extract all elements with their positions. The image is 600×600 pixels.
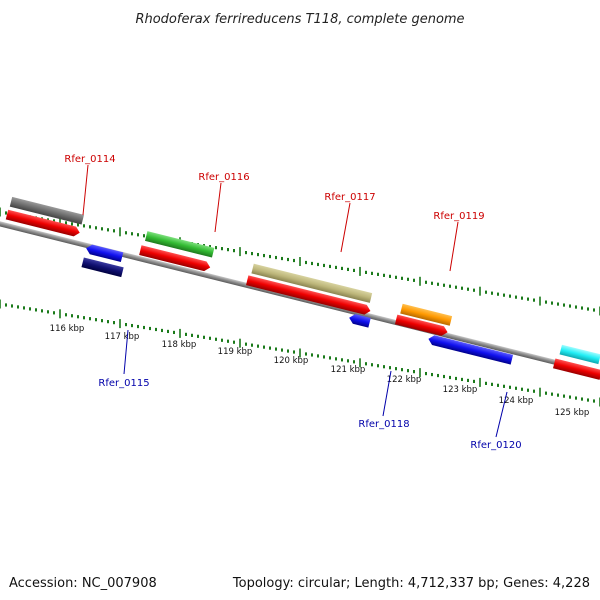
gene-cds-forward[interactable] — [553, 358, 600, 380]
gene-feature-green[interactable] — [145, 231, 215, 258]
kbp-label: 119 kbp — [218, 347, 253, 357]
gene-leader-line — [495, 391, 508, 438]
gene-feature-gray[interactable] — [9, 196, 84, 225]
gene-cds-reverse[interactable] — [348, 313, 371, 328]
tick-rings — [0, 207, 600, 407]
gene-label[interactable]: Rfer_0116 — [198, 172, 249, 183]
genome-backbone — [0, 211, 600, 391]
kbp-label: 120 kbp — [274, 356, 309, 366]
gene-feature-navy[interactable] — [81, 257, 124, 278]
gene-leader-line — [382, 370, 392, 417]
gene-leader-line — [82, 164, 89, 216]
gene-cds-forward[interactable] — [246, 275, 372, 315]
gene-leader-line — [449, 221, 459, 272]
gene-cds-forward[interactable] — [139, 245, 211, 272]
kbp-label: 122 kbp — [387, 375, 422, 385]
kbp-label: 117 kbp — [105, 332, 140, 342]
accession-text: Accession: NC_007908 — [9, 576, 157, 591]
gene-leader-line — [340, 202, 351, 253]
kbp-label: 123 kbp — [443, 385, 478, 395]
gene-feature-khaki[interactable] — [251, 263, 373, 303]
gene-label[interactable]: Rfer_0117 — [324, 192, 375, 203]
gene-cds-forward[interactable] — [5, 209, 81, 238]
kbp-label: 116 kbp — [50, 324, 85, 334]
map-title: Rhodoferax ferrireducens T118, complete … — [135, 12, 464, 27]
gene-label[interactable]: Rfer_0120 — [470, 440, 521, 451]
gene-leader-line — [214, 182, 222, 233]
kbp-label: 118 kbp — [162, 340, 197, 350]
gene-cds-forward[interactable] — [394, 314, 449, 338]
kbp-scale: 116 kbp 117 kbp 118 kbp 119 kbp 120 kbp 121 k… — [50, 324, 590, 418]
gene-callouts: Rfer_0114 Rfer_0115 Rfer_0116 Rfer_0117 Rfer… — [64, 154, 521, 451]
gene-label[interactable]: Rfer_0118 — [358, 419, 409, 430]
gene-feature-cyan[interactable] — [559, 344, 600, 365]
kbp-label: 124 kbp — [499, 396, 534, 406]
kbp-label: 125 kbp — [555, 408, 590, 418]
gene-label[interactable]: Rfer_0119 — [433, 211, 484, 222]
gene-label[interactable]: Rfer_0115 — [98, 378, 149, 389]
gene-leader-line — [123, 329, 129, 375]
gene-features — [5, 196, 600, 380]
gene-cds-reverse[interactable] — [85, 243, 124, 263]
gene-cds-reverse[interactable] — [427, 334, 514, 365]
kbp-label: 121 kbp — [331, 365, 366, 375]
gene-label[interactable]: Rfer_0114 — [64, 154, 115, 165]
gene-feature-orange[interactable] — [400, 303, 453, 326]
topology-text: Topology: circular; Length: 4,712,337 bp… — [232, 576, 590, 591]
